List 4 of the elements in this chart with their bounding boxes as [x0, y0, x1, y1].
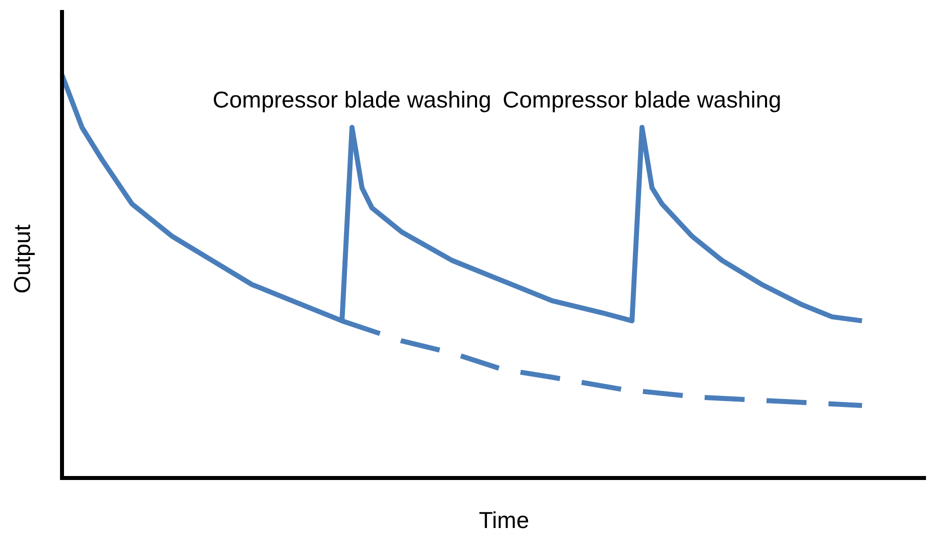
- x-axis-title: Time: [478, 507, 530, 533]
- y-axis-title: Output: [9, 224, 35, 294]
- annotation: Compressor blade washing: [502, 86, 782, 112]
- annotation: Compressor blade washing: [212, 86, 492, 112]
